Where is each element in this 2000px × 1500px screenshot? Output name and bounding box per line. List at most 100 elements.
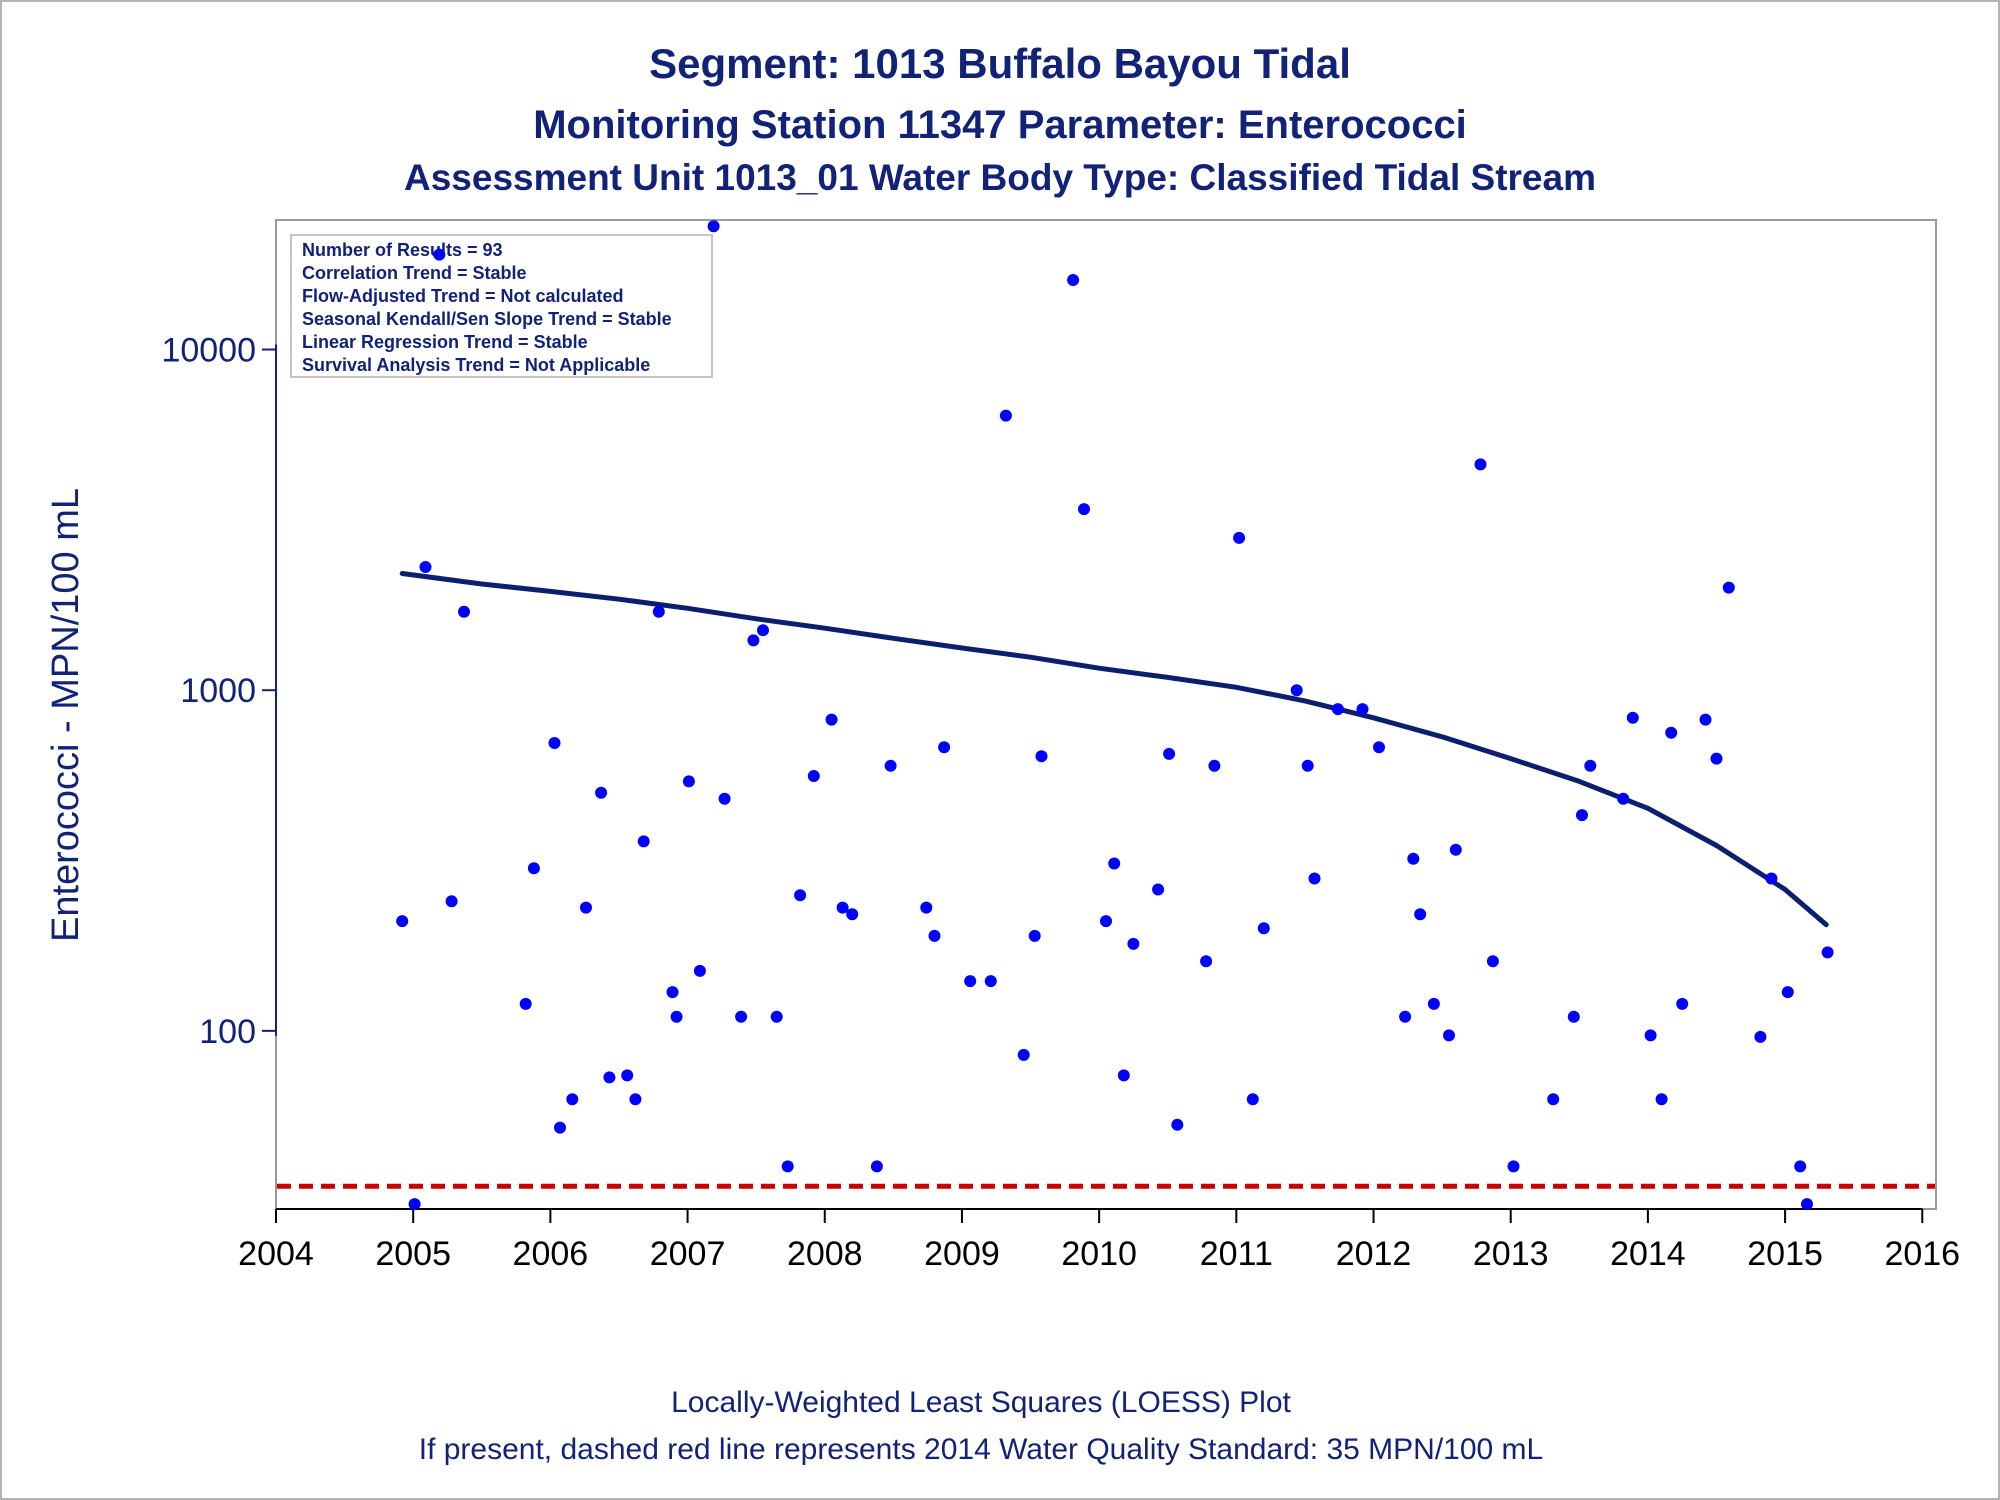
data-point-19 <box>666 986 679 999</box>
x-tick-label-2006: 2006 <box>513 1235 589 1273</box>
y-axis-label: Enterococci - MPN/100 mL <box>45 488 87 942</box>
data-point-68 <box>1414 908 1427 921</box>
data-point-82 <box>1655 1093 1668 1106</box>
data-point-27 <box>757 624 769 637</box>
data-point-48 <box>1100 915 1112 928</box>
data-point-42 <box>999 409 1012 422</box>
data-point-62 <box>1308 872 1321 885</box>
data-point-92 <box>1801 1198 1813 1211</box>
loess-curve <box>399 571 1829 928</box>
y-tick-label-10000: 10000 <box>161 332 256 370</box>
data-point-36 <box>884 759 897 772</box>
data-point-78 <box>1584 759 1597 772</box>
stats-box: Number of Results = 93 Correlation Trend… <box>290 234 713 378</box>
data-point-12 <box>580 901 592 914</box>
x-tick-label-2012: 2012 <box>1336 1235 1412 1273</box>
data-point-37 <box>920 901 933 914</box>
data-point-30 <box>794 889 807 902</box>
x-tick-label-2014: 2014 <box>1610 1235 1686 1273</box>
footnote-standard: If present, dashed red line represents 2… <box>419 1433 1544 1466</box>
data-point-17 <box>637 835 650 848</box>
data-point-93 <box>1821 946 1834 959</box>
data-point-29 <box>781 1160 794 1173</box>
data-point-77 <box>1576 809 1588 822</box>
data-point-61 <box>1301 759 1314 772</box>
data-point-5 <box>445 895 458 908</box>
axes: 2004 2005 2006 2007 2008 2009 2010 2011 2012 2013… <box>161 332 1960 1273</box>
data-point-39 <box>938 741 951 754</box>
stats-line-results: Number of Results = 93 <box>302 240 503 260</box>
data-point-85 <box>1699 713 1712 726</box>
data-point-56 <box>1208 759 1221 772</box>
data-point-22 <box>693 964 706 977</box>
data-point-87 <box>1722 581 1735 594</box>
stats-line-survival: Survival Analysis Trend = Not Applicable <box>302 355 650 375</box>
data-point-73 <box>1486 955 1499 968</box>
x-tick-label-2005: 2005 <box>375 1235 451 1273</box>
data-point-45 <box>1035 750 1048 763</box>
data-point-70 <box>1443 1029 1455 1042</box>
data-point-33 <box>836 901 849 914</box>
data-point-76 <box>1567 1010 1580 1023</box>
data-point-55 <box>1200 955 1213 968</box>
data-point-63 <box>1331 703 1344 716</box>
data-point-3 <box>419 561 432 573</box>
data-point-16 <box>629 1093 642 1106</box>
data-point-65 <box>1373 741 1385 754</box>
data-point-72 <box>1474 458 1487 471</box>
data-point-7 <box>519 997 532 1010</box>
data-point-20 <box>670 1010 683 1023</box>
loess-layer <box>399 571 1829 928</box>
data-point-83 <box>1665 726 1678 739</box>
y-tick-label-1000: 1000 <box>180 672 256 710</box>
data-point-23 <box>707 220 720 233</box>
x-tick-label-2009: 2009 <box>924 1235 1000 1273</box>
data-point-15 <box>621 1069 634 1082</box>
x-tick-label-2015: 2015 <box>1747 1235 1823 1273</box>
stats-line-linear-regression: Linear Regression Trend = Stable <box>302 332 588 352</box>
y-tick-label-100: 100 <box>199 1013 256 1051</box>
data-point-64 <box>1356 703 1369 716</box>
data-point-79 <box>1617 792 1630 805</box>
data-point-25 <box>735 1010 748 1023</box>
data-point-60 <box>1290 684 1303 697</box>
data-point-13 <box>595 786 608 799</box>
x-tick-label-2011: 2011 <box>1200 1235 1273 1273</box>
stats-box-border <box>290 234 713 378</box>
data-point-6 <box>458 605 470 618</box>
data-point-35 <box>870 1160 883 1173</box>
stats-line-seasonal-kendall: Seasonal Kendall/Sen Slope Trend = Stabl… <box>302 309 672 329</box>
data-point-69 <box>1427 997 1440 1010</box>
data-point-44 <box>1028 929 1041 942</box>
data-point-66 <box>1399 1010 1412 1023</box>
data-point-10 <box>554 1121 566 1134</box>
chart-title: Segment: 1013 Buffalo Bayou Tidal <box>649 40 1351 87</box>
stats-line-flow-adjusted: Flow-Adjusted Trend = Not calculated <box>302 286 624 306</box>
data-point-26 <box>747 634 760 647</box>
data-point-74 <box>1507 1160 1520 1173</box>
data-point-50 <box>1117 1069 1130 1082</box>
data-point-88 <box>1754 1030 1767 1043</box>
data-point-18 <box>652 605 665 618</box>
data-point-80 <box>1626 711 1639 724</box>
x-tick-label-2004: 2004 <box>238 1235 314 1273</box>
points-layer <box>396 220 1834 1211</box>
x-tick-label-2013: 2013 <box>1473 1235 1549 1273</box>
data-point-81 <box>1644 1029 1657 1042</box>
data-point-75 <box>1547 1093 1560 1106</box>
data-point-14 <box>603 1071 616 1084</box>
data-point-52 <box>1152 883 1165 896</box>
data-point-2 <box>408 1198 421 1211</box>
data-point-43 <box>1017 1048 1030 1061</box>
data-point-86 <box>1710 752 1723 765</box>
data-point-24 <box>718 792 731 805</box>
data-point-89 <box>1765 872 1778 885</box>
data-point-58 <box>1246 1093 1259 1106</box>
data-point-46 <box>1067 274 1080 286</box>
data-point-90 <box>1781 986 1794 999</box>
data-point-28 <box>770 1010 783 1023</box>
data-point-49 <box>1108 857 1121 870</box>
chart-subtitle-station: Monitoring Station 11347 Parameter: Ente… <box>533 103 1467 147</box>
data-point-34 <box>846 908 859 921</box>
